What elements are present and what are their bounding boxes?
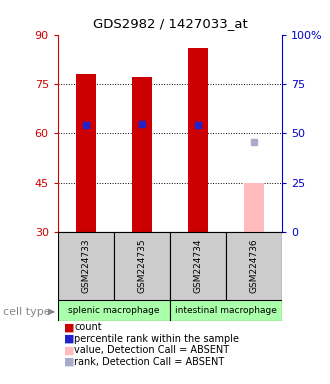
Bar <box>188 48 208 232</box>
Bar <box>170 300 282 321</box>
Bar <box>170 232 226 300</box>
Text: percentile rank within the sample: percentile rank within the sample <box>74 334 239 344</box>
Text: GSM224734: GSM224734 <box>193 239 203 293</box>
Text: rank, Detection Call = ABSENT: rank, Detection Call = ABSENT <box>74 357 224 367</box>
Text: cell type: cell type <box>3 307 51 317</box>
Text: ■: ■ <box>64 334 75 344</box>
Text: count: count <box>74 322 102 332</box>
Text: intestinal macrophage: intestinal macrophage <box>175 306 277 314</box>
Bar <box>58 300 170 321</box>
Bar <box>226 232 282 300</box>
Text: GSM224735: GSM224735 <box>137 238 147 293</box>
Text: GSM224736: GSM224736 <box>249 238 259 293</box>
Bar <box>58 232 114 300</box>
Text: GDS2982 / 1427033_at: GDS2982 / 1427033_at <box>93 17 247 30</box>
Text: ■: ■ <box>64 345 75 355</box>
Bar <box>244 183 264 232</box>
Text: ■: ■ <box>64 357 75 367</box>
Text: ■: ■ <box>64 322 75 332</box>
Text: value, Detection Call = ABSENT: value, Detection Call = ABSENT <box>74 345 229 355</box>
Bar <box>114 232 170 300</box>
Text: GSM224733: GSM224733 <box>81 238 90 293</box>
Bar <box>132 78 152 232</box>
Text: splenic macrophage: splenic macrophage <box>68 306 160 314</box>
Bar <box>76 74 96 232</box>
